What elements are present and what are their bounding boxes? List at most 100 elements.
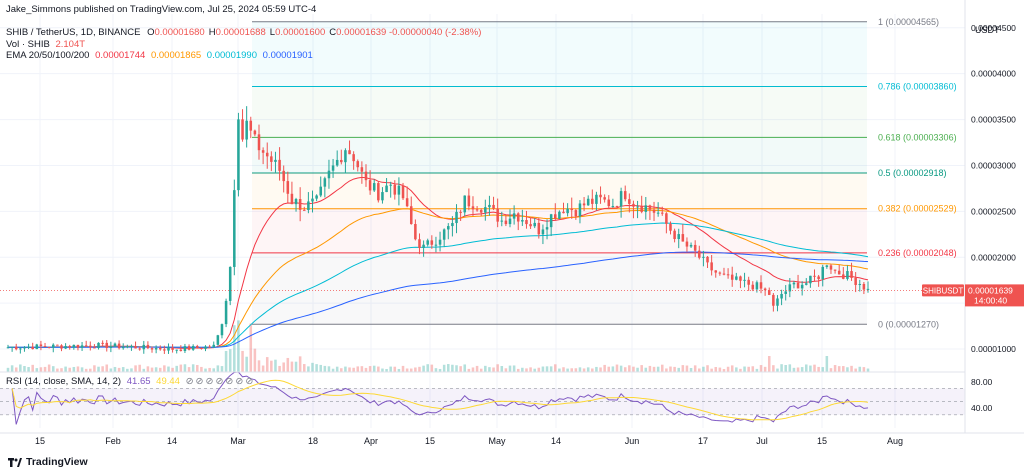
x-tick-label: Feb bbox=[105, 436, 121, 446]
volume-bar bbox=[47, 364, 51, 372]
candle-body bbox=[586, 198, 590, 206]
volume-bar bbox=[784, 365, 787, 372]
candle-body bbox=[249, 120, 253, 131]
candle-body bbox=[64, 346, 67, 349]
ema-label[interactable]: EMA 20/50/100/200 bbox=[6, 50, 90, 61]
grid-lines bbox=[0, 14, 965, 428]
candle-body bbox=[792, 282, 796, 285]
candle-body bbox=[377, 183, 380, 201]
fibonacci-retracement[interactable]: 1 (0.00004565) 0.786 (0.00003860) 0.618 (0… bbox=[252, 17, 957, 329]
y-axis-ticks: 0.00004500 0.00004000 0.00003500 0.00003000… bbox=[971, 23, 1016, 413]
candle-body bbox=[644, 205, 648, 212]
volume-bar bbox=[307, 366, 310, 372]
candle-body bbox=[68, 346, 71, 348]
y-tick-label: 0.00003000 bbox=[971, 160, 1016, 170]
candle-body bbox=[43, 346, 47, 348]
candle-body bbox=[722, 273, 726, 275]
candle-body bbox=[640, 206, 643, 212]
volume-bar bbox=[591, 368, 594, 372]
volume-label[interactable]: Vol · SHIB bbox=[6, 39, 50, 50]
volume-bar bbox=[821, 367, 825, 372]
volume-bar bbox=[747, 366, 750, 372]
candle-body bbox=[278, 159, 281, 171]
candle-body bbox=[475, 209, 479, 211]
candle-body bbox=[196, 345, 199, 348]
ema20-value: 0.00001744 bbox=[95, 50, 146, 61]
candle-body bbox=[35, 344, 39, 350]
volume-bar bbox=[319, 364, 322, 372]
volume-bar bbox=[364, 367, 368, 372]
volume-bar bbox=[640, 365, 643, 372]
candle-body bbox=[796, 282, 800, 289]
fib-level-label: 0.236 (0.00002048) bbox=[878, 248, 957, 258]
symbol-tag: SHIBUSDT bbox=[923, 286, 964, 295]
legend-symbol[interactable]: SHIB / TetherUS, 1D, BINANCE bbox=[6, 27, 141, 38]
volume-bar bbox=[722, 368, 726, 372]
ema-lines bbox=[7, 176, 869, 349]
volume-bar bbox=[19, 364, 22, 372]
candle-body bbox=[368, 180, 372, 191]
volume-bar bbox=[772, 365, 775, 372]
fib-level-label: 0 (0.00001270) bbox=[878, 319, 939, 329]
candle-body bbox=[158, 347, 162, 350]
volume-bar bbox=[603, 364, 606, 372]
x-tick-label: Aug bbox=[887, 436, 903, 446]
candle-body bbox=[142, 344, 146, 350]
candle-body bbox=[327, 170, 331, 179]
candle-body bbox=[788, 284, 792, 292]
volume-bar bbox=[191, 364, 195, 372]
legend-symbol-row: SHIB / TetherUS, 1D, BINANCE O0.00001680… bbox=[6, 27, 481, 39]
candle-body bbox=[224, 300, 228, 325]
volume-bar bbox=[619, 365, 623, 372]
volume-bar bbox=[274, 359, 277, 372]
candle-body bbox=[47, 346, 51, 348]
volume-bar bbox=[72, 366, 76, 372]
volume-bar bbox=[323, 365, 327, 372]
candle-body bbox=[842, 274, 845, 279]
candle-body bbox=[113, 343, 117, 347]
candle-body bbox=[163, 349, 166, 351]
volume-bar bbox=[545, 366, 549, 372]
rsi-label[interactable]: RSI (14, close, SMA, 14, 2) bbox=[6, 376, 122, 387]
candle-body bbox=[414, 223, 417, 240]
candle-body bbox=[126, 346, 129, 348]
volume-bar bbox=[360, 366, 364, 372]
candle-body bbox=[455, 211, 458, 224]
volume-bar bbox=[43, 366, 47, 372]
volume-bar bbox=[842, 366, 845, 372]
volume-bar bbox=[648, 365, 652, 372]
volume-bar bbox=[763, 366, 767, 372]
candle-body bbox=[430, 240, 434, 245]
volume-bar bbox=[471, 367, 475, 372]
candle-body bbox=[175, 349, 178, 351]
volume-bar bbox=[163, 365, 166, 372]
candle-body bbox=[385, 185, 388, 193]
ohlc-c: C0.00001639 bbox=[329, 27, 386, 38]
ema200-line bbox=[8, 251, 869, 348]
x-tick-label: 15 bbox=[35, 436, 45, 446]
tradingview-logo[interactable]: TradingView bbox=[8, 456, 88, 468]
rsi-pane[interactable] bbox=[0, 371, 965, 425]
volume-bar bbox=[204, 368, 207, 372]
volume-bar bbox=[562, 367, 565, 372]
fib-zone bbox=[252, 172, 867, 209]
volume-bar bbox=[739, 368, 742, 372]
volume-bar bbox=[422, 365, 425, 372]
candle-body bbox=[150, 348, 154, 350]
volume-bar bbox=[261, 365, 265, 372]
volume-bar bbox=[434, 368, 438, 372]
volume-bar bbox=[84, 368, 88, 372]
candle-body bbox=[772, 294, 775, 306]
candle-body bbox=[154, 347, 158, 350]
volume-bar bbox=[298, 356, 302, 372]
candle-body bbox=[6, 347, 10, 349]
candle-body bbox=[372, 183, 376, 191]
volume-bar bbox=[615, 364, 619, 372]
volume-bar bbox=[64, 366, 67, 372]
volume-bar bbox=[393, 366, 397, 372]
volume-bar bbox=[196, 364, 199, 372]
ohlc-key: O bbox=[147, 27, 155, 38]
candlesticks[interactable] bbox=[6, 106, 870, 354]
candle-body bbox=[121, 347, 125, 349]
